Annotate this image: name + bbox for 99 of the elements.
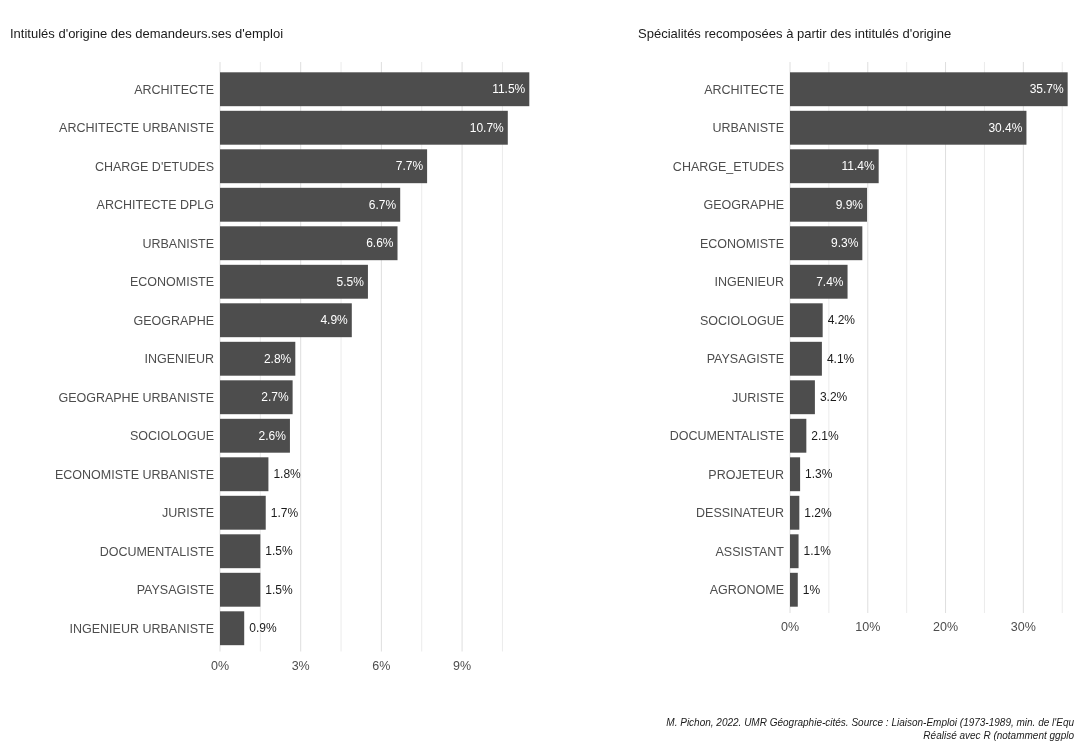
chart-title: Spécialités recomposées à partir des intitulés d'origine <box>638 26 952 41</box>
bar <box>790 418 807 453</box>
y-tick-label: JURISTE <box>161 506 214 521</box>
y-tick-label: AGRONOME <box>709 583 784 598</box>
data-label: 35.7% <box>1029 82 1064 97</box>
data-label: 4.9% <box>320 313 349 328</box>
bar <box>790 72 1068 107</box>
y-tick-label: GEOGRAPHE <box>703 198 784 213</box>
bar <box>220 149 428 184</box>
data-label: 11.5% <box>492 82 526 97</box>
bar <box>790 495 800 530</box>
data-label: 1.5% <box>265 544 294 559</box>
y-tick-label: CHARGE D'ETUDES <box>94 159 214 174</box>
bar <box>220 187 401 222</box>
y-tick-label: GEOGRAPHE URBANISTE <box>58 390 214 405</box>
bar <box>220 457 269 492</box>
y-tick-label: ARCHITECTE <box>704 82 784 97</box>
x-tick-label: 0% <box>780 620 800 634</box>
y-tick-label: ECONOMISTE URBANISTE <box>54 467 214 482</box>
bar <box>220 611 245 646</box>
bar <box>220 226 398 261</box>
y-tick-label: PAYSAGISTE <box>706 352 784 367</box>
data-label: 4.1% <box>826 351 855 366</box>
data-label: 3.2% <box>819 390 848 405</box>
x-tick-label: 9% <box>453 658 472 673</box>
text: M. Pichon, 2022. UMR Géographie-cités. Source : Liaison-Emploi (1973-1989, min. de l'Equ <box>666 717 1075 728</box>
y-tick-label: ASSISTANT <box>715 544 785 559</box>
y-tick-label: ARCHITECTE URBANISTE <box>59 121 214 136</box>
text: Réalisé avec R (notamment ggplo <box>923 730 1075 741</box>
bar <box>220 303 352 338</box>
bar <box>220 418 290 453</box>
data-label: 5.5% <box>336 274 365 289</box>
y-tick-label: URBANISTE <box>712 121 784 136</box>
data-label: 11.4% <box>841 159 875 174</box>
x-tick-label: 20% <box>933 620 959 634</box>
data-label: 6.7% <box>368 197 397 212</box>
y-tick-label: CHARGE_ETUDES <box>672 159 784 174</box>
y-tick-label: SOCIOLOGUE <box>129 429 214 444</box>
x-tick-label: 10% <box>855 620 881 634</box>
y-tick-label: ECONOMISTE <box>129 275 214 290</box>
data-label: 2.1% <box>811 428 840 443</box>
data-label: 0.9% <box>249 621 277 636</box>
data-label: 2.7% <box>261 390 289 405</box>
data-label: 1% <box>802 582 821 597</box>
x-tick-label: 3% <box>291 658 310 673</box>
x-tick-label: 6% <box>372 658 391 673</box>
y-tick-label: SOCIOLOGUE <box>699 313 784 328</box>
bar <box>790 264 848 299</box>
y-tick-label: GEOGRAPHE <box>133 313 214 328</box>
y-tick-label: DOCUMENTALISTE <box>99 544 214 559</box>
y-tick-label: DOCUMENTALISTE <box>669 429 784 444</box>
bar <box>790 457 801 492</box>
data-label: 7.7% <box>395 159 424 174</box>
bar <box>790 226 863 261</box>
y-tick-label: INGENIEUR <box>144 352 214 367</box>
y-tick-label: ECONOMISTE <box>699 236 784 251</box>
y-tick-label: JURISTE <box>731 390 784 405</box>
data-label: 1.2% <box>804 505 833 520</box>
data-label: 1.8% <box>273 467 302 482</box>
data-label: 6.6% <box>366 236 394 251</box>
chart-title: Intitulés d'origine des demandeurs.ses d'emploi <box>10 26 284 41</box>
bar <box>220 572 261 607</box>
data-label: 30.4% <box>988 120 1023 135</box>
bar <box>790 303 823 338</box>
bar <box>790 572 798 607</box>
bar <box>790 187 867 222</box>
bar <box>220 341 296 376</box>
data-label: 1.5% <box>265 582 294 597</box>
bar <box>220 534 261 569</box>
data-label: 7.4% <box>816 274 844 289</box>
bar <box>220 72 530 107</box>
y-tick-label: INGENIEUR <box>714 275 784 290</box>
y-tick-label: INGENIEUR URBANISTE <box>69 621 214 636</box>
data-label: 9.3% <box>830 236 859 251</box>
x-tick-label: 30% <box>1010 620 1036 634</box>
bar <box>220 380 293 415</box>
data-label: 1.1% <box>803 544 832 559</box>
data-label: 2.6% <box>258 428 287 443</box>
bar <box>790 149 879 184</box>
data-label: 9.9% <box>835 197 864 212</box>
bar <box>790 110 1027 145</box>
bar <box>790 380 815 415</box>
data-label: 1.3% <box>805 467 833 482</box>
bar <box>220 495 266 530</box>
data-label: 2.8% <box>263 351 292 366</box>
x-tick-label: 0% <box>210 658 230 673</box>
data-label: 10.7% <box>469 120 505 135</box>
y-tick-label: DESSINATEUR <box>696 506 784 521</box>
data-label: 4.2% <box>827 313 856 328</box>
y-tick-label: PAYSAGISTE <box>136 583 214 598</box>
bar <box>220 264 368 299</box>
bar <box>790 341 822 376</box>
data-label: 1.7% <box>270 505 299 520</box>
y-tick-label: PROJETEUR <box>708 467 784 482</box>
y-tick-label: URBANISTE <box>142 236 214 251</box>
bar <box>790 534 799 569</box>
y-tick-label: ARCHITECTE <box>134 82 214 97</box>
bar <box>220 110 508 145</box>
y-tick-label: ARCHITECTE DPLG <box>96 198 214 213</box>
